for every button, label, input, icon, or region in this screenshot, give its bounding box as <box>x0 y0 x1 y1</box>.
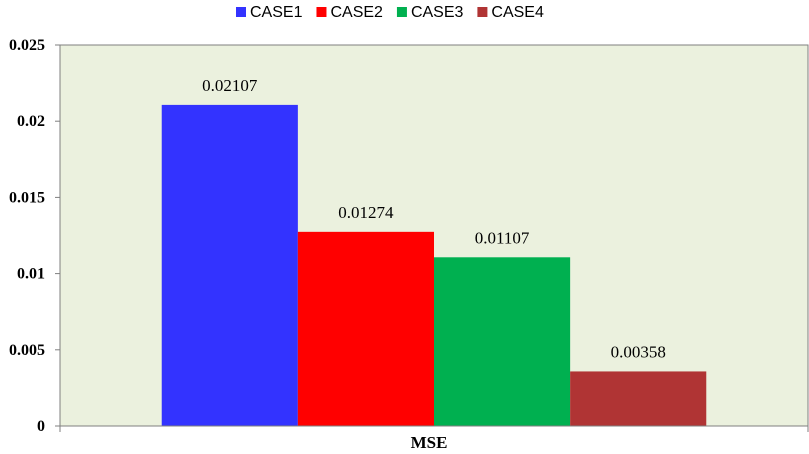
bar-case3 <box>434 257 571 426</box>
bar-case1 <box>161 104 298 427</box>
legend-swatch-case2 <box>316 7 327 17</box>
data-label-case3: 0.01107 <box>475 228 530 247</box>
x-category-label: MSE <box>411 433 448 452</box>
legend: CASE1 CASE2 CASE3 CASE4 <box>236 4 544 21</box>
legend-label-case1: CASE1 <box>250 4 303 21</box>
y-tick-label: 0.015 <box>9 189 45 206</box>
data-label-case1: 0.02107 <box>202 76 258 95</box>
data-label-case4: 0.00358 <box>611 342 666 361</box>
bars <box>161 104 707 427</box>
legend-swatch-case3 <box>396 7 407 17</box>
y-tick-label: 0.01 <box>17 266 45 283</box>
data-labels: 0.02107 0.01274 0.01107 0.00358 <box>202 76 666 362</box>
y-tick-label: 0.005 <box>9 342 45 359</box>
legend-label-case2: CASE2 <box>330 4 383 21</box>
y-tick-label: 0 <box>37 418 45 435</box>
bar-case2 <box>297 231 434 426</box>
y-axis: 0 0.005 0.01 0.015 0.02 0.025 <box>9 37 809 435</box>
y-tick-label: 0.025 <box>9 37 45 54</box>
y-tick-label: 0.02 <box>17 113 45 130</box>
legend-label-case4: CASE4 <box>491 4 544 21</box>
legend-label-case3: CASE3 <box>411 4 464 21</box>
bar-case4 <box>570 371 707 426</box>
legend-swatch-case1 <box>236 7 246 17</box>
legend-swatch-case4 <box>477 7 488 17</box>
data-label-case2: 0.01274 <box>338 203 394 222</box>
